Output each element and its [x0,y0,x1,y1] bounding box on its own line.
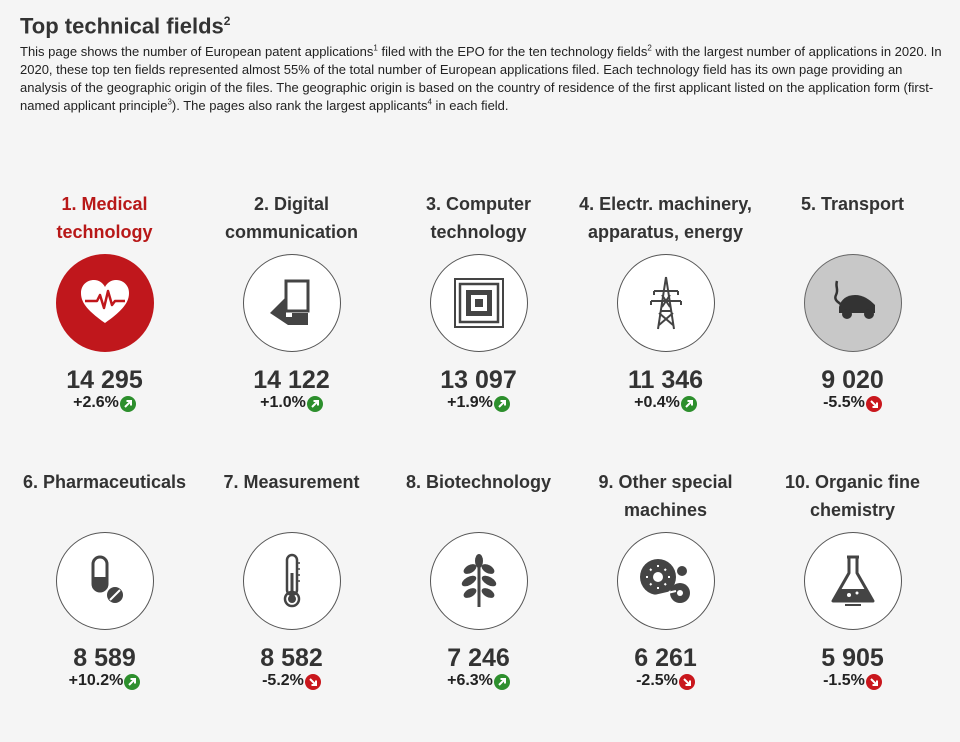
field-label[interactable]: 3. Computer technology [425,194,531,242]
flask-icon[interactable] [803,532,902,630]
trend-up-icon [124,674,141,690]
field-label[interactable]: 10. Organic fine chemistry [784,472,921,520]
field-change: +1.0% [198,394,385,412]
intro-text: This page shows the number of European p… [20,43,945,115]
intro-segment: filed with the EPO for the ten technolog… [377,44,648,60]
fields-grid: 1. Medical technology 14 295 +2.6% 2. Digit… [0,186,960,742]
field-label[interactable]: 8. Biotechnology [405,472,551,492]
change-value: -2.5% [636,672,678,689]
car-icon[interactable] [803,254,902,352]
intro-segment: with the largest number of applications … [20,44,942,114]
page-title: Top technical fields2 [20,13,231,39]
fields-row: 1. Medical technology 14 295 +2.6% 2. Digit… [0,186,960,464]
field-count: 14 122 [253,366,330,394]
trend-up-icon [493,396,510,412]
change-value: +2.6% [73,394,119,411]
intro-segment: in each field. [431,98,509,114]
field-label[interactable]: 2. Digital communication [224,194,358,242]
leaf-icon[interactable] [429,532,528,630]
intro-segment: ). The pages also rank the largest appli… [171,98,428,114]
page-header: Top technical fields2 This page shows th… [0,0,960,115]
field-label[interactable]: 7. Measurement [223,472,360,492]
field-label[interactable]: 6. Pharmaceuticals [22,472,187,492]
trend-down-icon [304,674,321,690]
field-change: -2.5% [572,672,759,690]
field-count: 8 589 [73,644,136,672]
change-value: +6.3% [447,672,493,689]
field-change: +10.2% [11,672,198,690]
field-label[interactable]: 5. Transport [800,194,905,214]
fields-row: 6. Pharmaceuticals 8 589 +10.2% 7. Measurem… [0,464,960,742]
trend-up-icon [493,674,510,690]
field-change: +0.4% [572,394,759,412]
field-card[interactable]: 7. Measurement 8 582 -5.2% [198,464,385,742]
trend-down-icon [865,674,882,690]
heart-icon[interactable] [55,254,154,352]
pylon-icon[interactable] [616,254,715,352]
pill-icon[interactable] [55,532,154,630]
device-icon[interactable] [242,254,341,352]
field-card[interactable]: 9. Other special machines 6 261 -2.5% [572,464,759,742]
field-card[interactable]: 3. Computer technology 13 097 +1.9% [385,186,572,464]
field-card[interactable]: 6. Pharmaceuticals 8 589 +10.2% [11,464,198,742]
field-count: 11 346 [627,366,704,394]
field-count: 6 261 [634,644,697,672]
field-change: +2.6% [11,394,198,412]
trend-down-icon [678,674,695,690]
field-card[interactable]: 8. Biotechnology 7 246 +6.3% [385,464,572,742]
trend-down-icon [865,396,882,412]
change-value: +1.0% [260,394,306,411]
field-change: +1.9% [385,394,572,412]
trend-up-icon [306,396,323,412]
trend-up-icon [680,396,697,412]
field-label[interactable]: 1. Medical technology [56,194,153,242]
field-label[interactable]: 4. Electr. machinery, apparatus, energy [579,194,752,242]
field-card[interactable]: 4. Electr. machinery, apparatus, energy 1… [572,186,759,464]
field-count: 5 905 [821,644,884,672]
footnote-ref: 3 [167,98,172,107]
field-count: 9 020 [821,366,884,394]
change-value: -5.5% [823,394,865,411]
field-count: 13 097 [440,366,517,394]
field-card[interactable]: 1. Medical technology 14 295 +2.6% [11,186,198,464]
footnote-ref: 2 [647,44,652,53]
change-value: -1.5% [823,672,865,689]
footnote-ref: 1 [373,44,378,53]
field-card[interactable]: 5. Transport 9 020 -5.5% [759,186,946,464]
field-count: 14 295 [66,366,143,394]
field-card[interactable]: 10. Organic fine chemistry 5 905 -1.5% [759,464,946,742]
change-value: +0.4% [634,394,680,411]
field-change: -1.5% [759,672,946,690]
thermometer-icon[interactable] [242,532,341,630]
change-value: +10.2% [68,672,124,689]
field-count: 8 582 [260,644,323,672]
change-value: -5.2% [262,672,304,689]
field-change: +6.3% [385,672,572,690]
field-label[interactable]: 9. Other special machines [598,472,733,520]
change-value: +1.9% [447,394,493,411]
trend-up-icon [119,396,136,412]
intro-segment: This page shows the number of European p… [20,44,374,60]
machine-icon[interactable] [616,532,715,630]
field-change: -5.5% [759,394,946,412]
field-count: 7 246 [447,644,510,672]
footnote-ref: 4 [427,98,432,107]
field-change: -5.2% [198,672,385,690]
chip-icon[interactable] [429,254,528,352]
field-card[interactable]: 2. Digital communication 14 122 +1.0% [198,186,385,464]
